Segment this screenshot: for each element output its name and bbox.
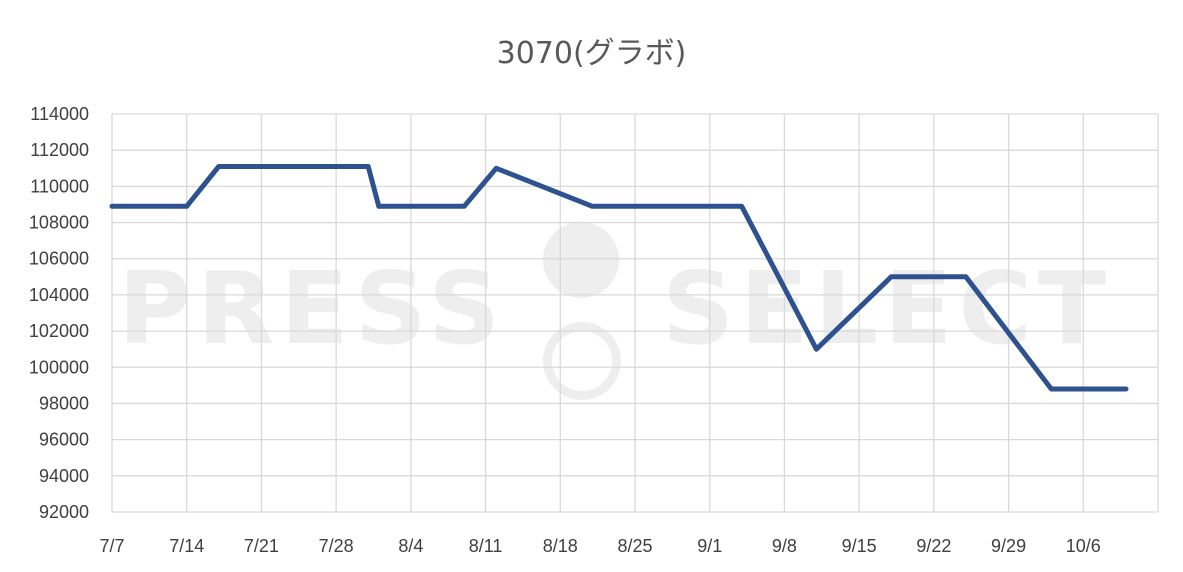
y-tick-label: 94000: [39, 466, 89, 486]
x-tick-label: 8/11: [469, 536, 503, 556]
x-tick-label: 9/8: [772, 536, 797, 556]
x-axis-ticks: 7/7 7/14 7/21 7/28 8/4 8/11 8/18 8/25 9/1 9/8 9/15…: [99, 536, 1100, 556]
x-tick-label: 7/21: [244, 536, 279, 556]
watermark-ring-icon: [543, 322, 621, 400]
y-tick-label: 96000: [39, 430, 89, 450]
y-tick-label: 112000: [30, 140, 89, 160]
y-tick-label: 102000: [29, 321, 89, 341]
x-tick-label: 9/1: [697, 536, 722, 556]
y-tick-label: 114000: [30, 104, 89, 124]
y-tick-label: 104000: [29, 285, 89, 305]
x-tick-label: 7/7: [99, 536, 124, 556]
x-tick-label: 9/15: [842, 536, 877, 556]
y-tick-label: 98000: [39, 393, 89, 413]
watermark-dot-icon: [543, 222, 619, 298]
chart-title: 3070(グラボ): [496, 36, 687, 71]
y-axis-ticks: 92000 94000 96000 98000 100000 102000 104000 10…: [29, 104, 89, 522]
series-line: [109, 164, 1129, 392]
watermark-left: PRESS: [118, 250, 507, 367]
y-tick-label: 108000: [29, 213, 89, 233]
y-tick-label: 110000: [30, 176, 89, 196]
x-tick-label: 8/4: [398, 536, 423, 556]
x-tick-label: 8/25: [617, 536, 652, 556]
x-tick-label: 7/14: [169, 536, 204, 556]
watermark-right: SELECT: [662, 250, 1112, 367]
y-tick-label: 100000: [29, 357, 89, 377]
x-tick-label: 9/29: [991, 536, 1026, 556]
x-tick-label: 8/18: [543, 536, 578, 556]
y-tick-label: 92000: [39, 502, 89, 522]
x-tick-label: 7/28: [319, 536, 354, 556]
y-tick-label: 106000: [29, 249, 89, 269]
grid-lines: [111, 113, 1159, 513]
x-tick-label: 10/6: [1066, 536, 1101, 556]
series-lines: [109, 164, 1129, 392]
x-tick-label: 9/22: [916, 536, 951, 556]
